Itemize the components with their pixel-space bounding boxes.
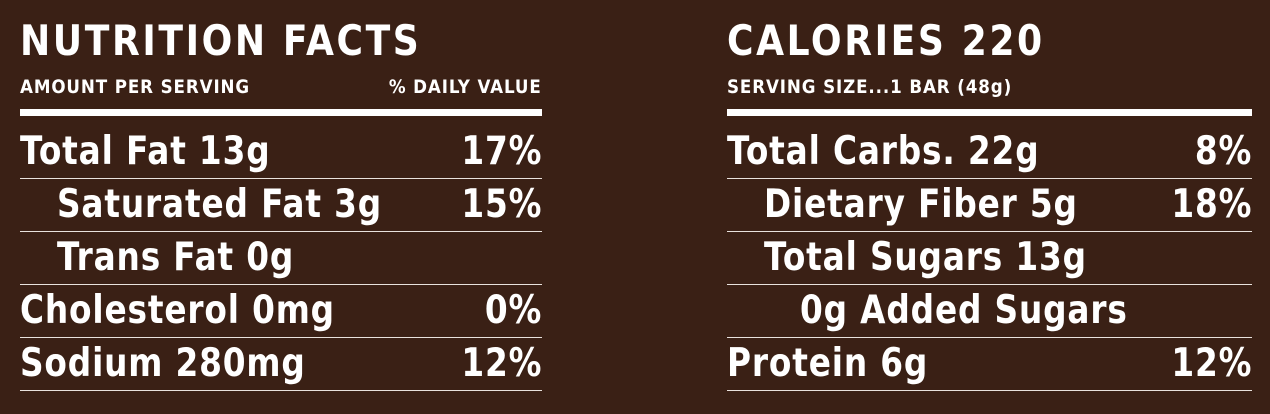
- thick-divider: [20, 109, 542, 116]
- nutrition-subhead: AMOUNT PER SERVING % DAILY VALUE: [20, 74, 542, 100]
- nutrient-name: 0g Added Sugars: [800, 288, 1128, 333]
- nutrient-daily-value: 15%: [461, 182, 542, 227]
- nutrient-name: Total Fat 13g: [20, 129, 271, 174]
- nutrient-row-saturated-fat: Saturated Fat 3g 15%: [20, 179, 542, 232]
- calories-title: CALORIES 220: [727, 16, 1045, 65]
- nutrient-row-sodium: Sodium 280mg 12%: [20, 338, 542, 391]
- nutrient-list: Total Carbs. 22g 8% Dietary Fiber 5g 18%…: [727, 126, 1252, 391]
- nutrient-row-total-carbs: Total Carbs. 22g 8%: [727, 126, 1252, 179]
- nutrient-name: Saturated Fat 3g: [57, 182, 383, 227]
- nutrient-name: Sodium 280mg: [20, 341, 306, 386]
- nutrient-row-dietary-fiber: Dietary Fiber 5g 18%: [727, 179, 1252, 232]
- nutrient-daily-value: 18%: [1171, 182, 1252, 227]
- nutrient-name: Total Sugars 13g: [764, 235, 1087, 280]
- amount-per-serving-label: AMOUNT PER SERVING: [20, 76, 251, 98]
- nutrient-daily-value: 0%: [484, 288, 542, 333]
- nutrient-name: Trans Fat 0g: [57, 235, 295, 280]
- nutrient-row-protein: Protein 6g 12%: [727, 338, 1252, 391]
- nutrient-name: Protein 6g: [727, 341, 929, 386]
- serving-subhead: SERVING SIZE...1 BAR (48g): [727, 74, 1252, 100]
- nutrient-daily-value: 12%: [1171, 341, 1252, 386]
- nutrient-row-added-sugars: 0g Added Sugars: [727, 285, 1252, 338]
- nutrient-name: Total Carbs. 22g: [727, 129, 1040, 174]
- nutrition-facts-title: NUTRITION FACTS: [20, 16, 422, 65]
- nutrient-name: Dietary Fiber 5g: [764, 182, 1078, 227]
- thick-divider: [727, 109, 1252, 116]
- nutrient-row-trans-fat: Trans Fat 0g: [20, 232, 542, 285]
- nutrient-list: Total Fat 13g 17% Saturated Fat 3g 15% T…: [20, 126, 542, 391]
- nutrient-daily-value: 12%: [461, 341, 542, 386]
- daily-value-label: % DAILY VALUE: [389, 76, 542, 98]
- nutrient-name: Cholesterol 0mg: [20, 288, 335, 333]
- nutrient-daily-value: 8%: [1194, 129, 1252, 174]
- nutrient-daily-value: 17%: [461, 129, 542, 174]
- nutrient-row-total-sugars: Total Sugars 13g: [727, 232, 1252, 285]
- nutrient-row-cholesterol: Cholesterol 0mg 0%: [20, 285, 542, 338]
- nutrient-row-total-fat: Total Fat 13g 17%: [20, 126, 542, 179]
- serving-size-label: SERVING SIZE...1 BAR (48g): [727, 76, 1013, 98]
